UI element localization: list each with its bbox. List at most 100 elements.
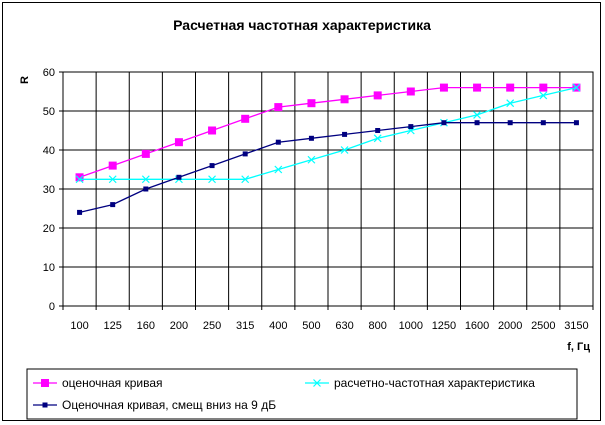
data-point-marker	[108, 161, 117, 170]
data-point	[540, 120, 546, 126]
data-point	[507, 120, 513, 126]
data-point-marker	[208, 126, 217, 135]
data-point	[375, 128, 381, 133]
data-point	[340, 146, 349, 154]
data-point	[108, 175, 117, 184]
data-point-marker	[441, 120, 447, 126]
data-point	[77, 209, 83, 215]
data-point	[176, 174, 182, 180]
data-point	[573, 120, 579, 126]
data-point-marker	[408, 124, 414, 130]
x-tick-label: 1250	[432, 320, 456, 332]
y-tick-label: 0	[49, 301, 55, 313]
data-point-marker	[108, 175, 117, 184]
data-point	[373, 91, 382, 100]
data-point	[75, 173, 84, 182]
data-point	[75, 175, 84, 184]
data-point-marker	[176, 174, 182, 180]
data-point-marker	[539, 83, 548, 92]
data-point-marker	[274, 103, 283, 112]
data-point-marker	[506, 99, 515, 108]
data-point-marker	[274, 165, 283, 174]
data-point-marker	[507, 120, 513, 126]
data-point-marker	[406, 87, 415, 96]
data-point	[141, 175, 150, 184]
data-point-marker	[308, 135, 314, 141]
data-point	[241, 175, 250, 184]
legend-item-3: Оценочная кривая, смещ вниз на 9 дБ	[33, 398, 276, 412]
data-point	[408, 124, 414, 130]
data-point-marker	[209, 163, 215, 169]
legend-label: расчетно-частотная характеристика	[334, 376, 535, 390]
legend-box	[26, 368, 578, 420]
data-point	[441, 120, 447, 126]
y-axis-title: R	[19, 76, 31, 84]
x-tick-label: 2500	[531, 320, 555, 332]
x-tick-label: 1600	[465, 320, 489, 332]
data-point-marker	[75, 173, 84, 182]
data-point-marker	[474, 120, 480, 126]
data-point	[473, 110, 481, 119]
data-point-marker	[241, 114, 250, 123]
data-point	[340, 95, 349, 104]
x-tick-label: 100	[70, 320, 88, 332]
plot-area: 0 10 20 30 40 50 60 100 125 160 200 250 315 400 500 630…	[43, 67, 594, 332]
data-point	[241, 114, 250, 123]
data-point-marker	[174, 138, 183, 147]
legend-item-1: оценочная кривая	[33, 376, 163, 390]
x-tick-label: 1000	[399, 320, 423, 332]
data-point-marker	[141, 175, 150, 184]
legend-item-2: расчетно-частотная характеристика	[305, 376, 535, 390]
legend-label: оценочная кривая	[62, 376, 163, 390]
plot-border	[62, 71, 594, 307]
data-point-marker	[143, 186, 149, 192]
data-point	[373, 134, 382, 143]
data-point-marker	[110, 202, 116, 208]
data-point-marker	[540, 120, 546, 126]
data-point	[141, 149, 150, 158]
x-tick-label: 125	[104, 320, 122, 332]
legend-marker	[42, 402, 48, 408]
y-tick-label: 30	[43, 184, 55, 196]
data-point	[208, 175, 216, 184]
y-tick-label: 20	[43, 223, 55, 235]
chart-title: Расчетная частотная характеристика	[173, 17, 431, 33]
data-point	[209, 163, 215, 169]
data-point-marker	[77, 209, 83, 215]
data-point	[506, 83, 515, 92]
data-point-marker	[375, 128, 381, 133]
y-tick-label: 10	[43, 262, 55, 274]
data-point	[439, 83, 448, 92]
data-point	[473, 83, 482, 92]
data-point-marker	[242, 151, 248, 157]
data-point-marker	[373, 91, 382, 100]
data-point-marker	[307, 155, 316, 164]
data-point	[308, 135, 314, 141]
data-point	[406, 87, 415, 96]
data-point-marker	[439, 83, 448, 92]
data-point	[242, 151, 248, 157]
data-point	[572, 83, 581, 92]
data-point	[110, 202, 116, 208]
data-point-marker	[208, 175, 216, 184]
series-3	[77, 120, 579, 215]
data-point	[539, 83, 548, 92]
series-line	[79, 86, 577, 180]
legend: оценочная кривая расчетно-частотная харак…	[26, 368, 578, 420]
data-point	[307, 99, 316, 108]
data-point-marker	[539, 91, 548, 100]
data-point-marker	[473, 110, 481, 119]
data-point-marker	[141, 149, 150, 158]
data-point	[307, 155, 316, 164]
data-point	[143, 186, 149, 192]
data-point	[275, 139, 281, 145]
data-point-marker	[75, 175, 84, 184]
y-tick-label: 50	[43, 106, 55, 118]
y-tick-label: 60	[43, 67, 55, 79]
x-tick-label: 250	[203, 320, 221, 332]
data-point	[539, 91, 548, 100]
x-tick-label: 630	[335, 320, 353, 332]
data-point	[274, 165, 283, 174]
x-axis-title: f, Гц	[567, 341, 590, 353]
data-point-marker	[473, 83, 482, 92]
